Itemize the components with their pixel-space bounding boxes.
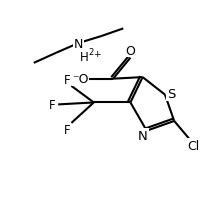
Text: F: F	[49, 98, 55, 111]
Text: S: S	[167, 88, 175, 101]
Text: F: F	[64, 123, 71, 136]
Text: ⁻O: ⁻O	[72, 73, 89, 86]
Text: N: N	[74, 37, 83, 50]
Text: H: H	[80, 50, 88, 63]
Text: O: O	[126, 44, 135, 57]
Text: N: N	[138, 129, 148, 142]
Text: F: F	[64, 74, 71, 87]
Text: Cl: Cl	[187, 139, 200, 152]
Text: 2: 2	[88, 48, 93, 57]
Text: +: +	[93, 50, 101, 59]
